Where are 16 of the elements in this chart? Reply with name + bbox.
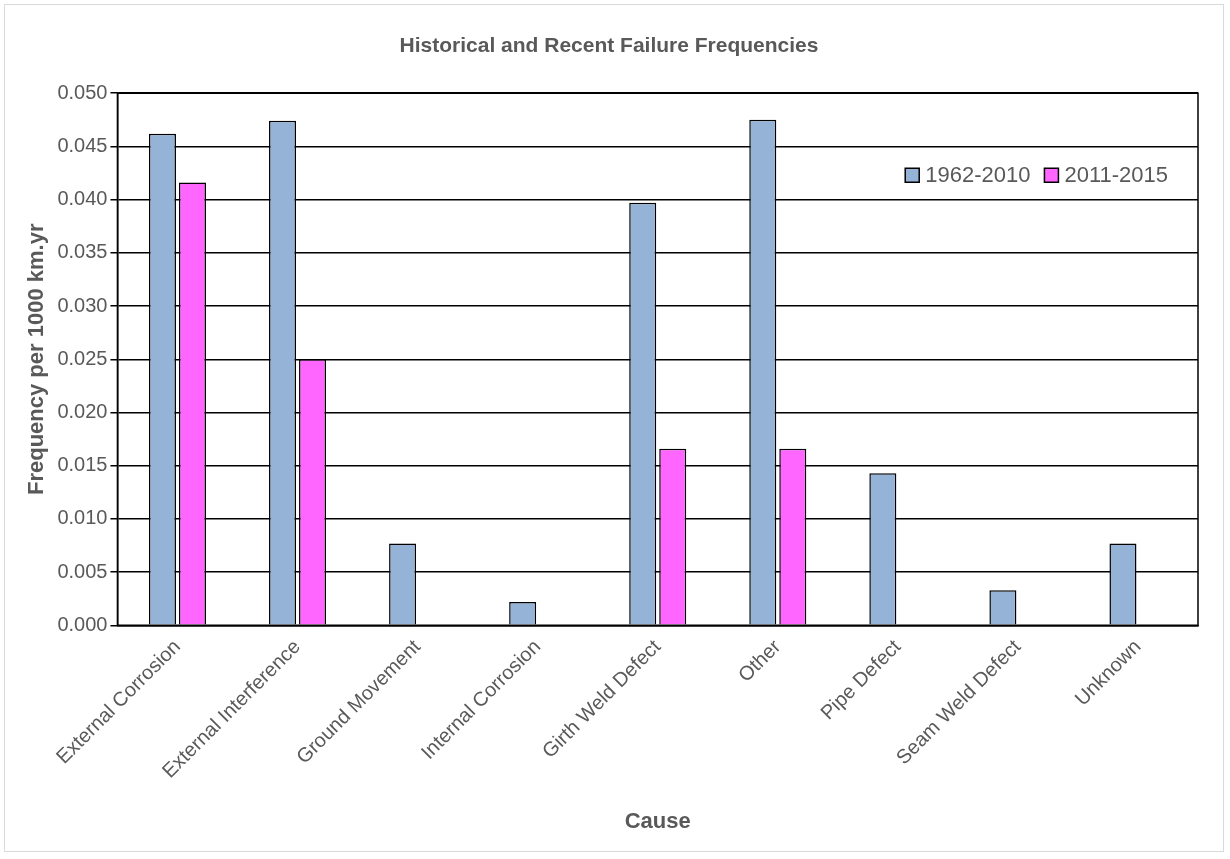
y-tick-label: 0.000 [57, 612, 108, 635]
y-tick-label: 0.015 [57, 453, 108, 476]
legend-label: 1962-2010 [925, 162, 1031, 188]
chart-title: Historical and Recent Failure Frequencies [399, 33, 819, 57]
y-tick-label: 0.020 [57, 400, 108, 423]
y-tick-label: 0.045 [57, 133, 108, 156]
x-axis-title: Cause [624, 807, 691, 833]
y-tick-label: 0.030 [57, 293, 108, 316]
y-tick-label: 0.040 [57, 187, 108, 210]
y-tick-label: 0.010 [57, 506, 108, 529]
y-tick-label: 0.005 [57, 559, 108, 582]
legend-label: 2011-2015 [1064, 162, 1168, 188]
y-tick-label: 0.050 [57, 80, 108, 103]
y-tick-label: 0.025 [57, 346, 108, 369]
y-axis-title: Frequency per 1000 km.yr [23, 223, 49, 496]
y-tick-label: 0.035 [57, 240, 108, 263]
